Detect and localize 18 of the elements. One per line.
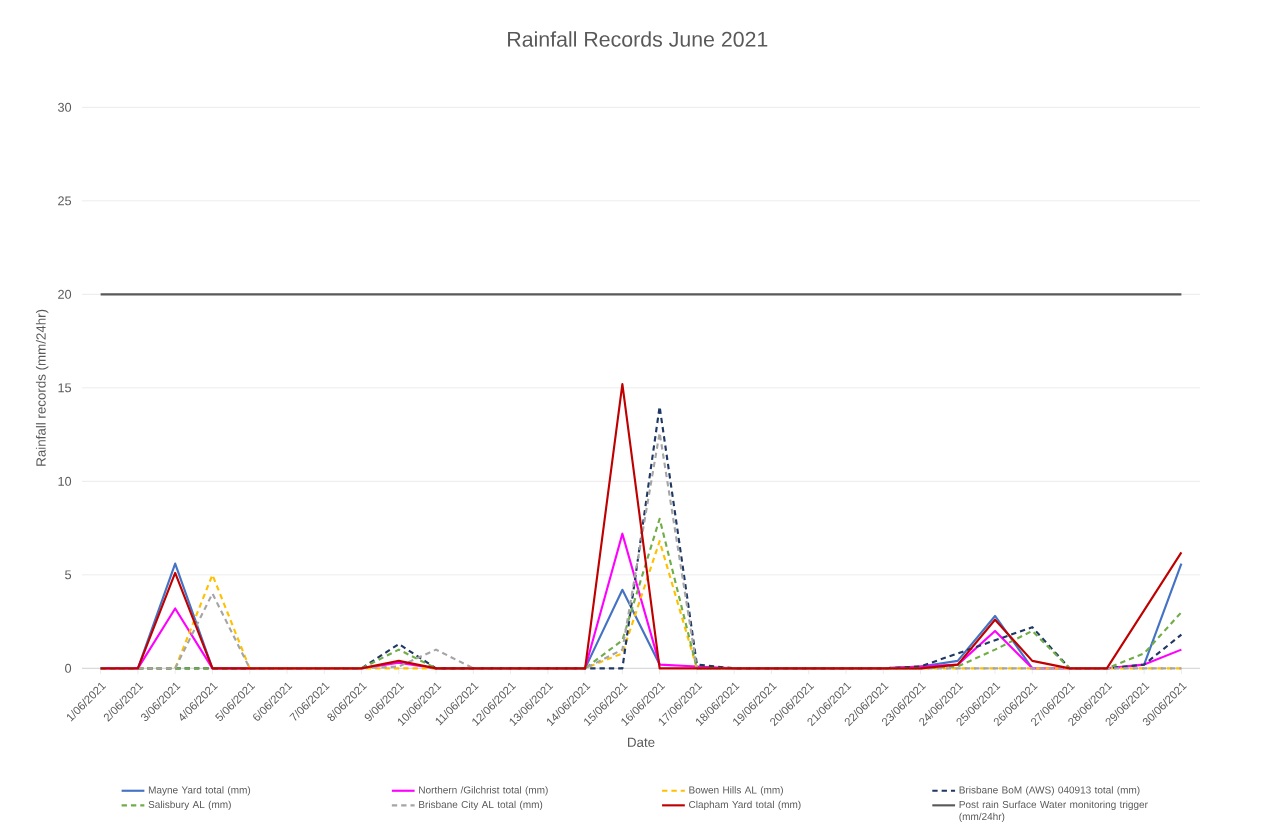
- y-tick-label: 10: [58, 476, 72, 486]
- y-tick-label: 0: [65, 663, 72, 673]
- legend-label: Northern /Gilchrist total (mm): [419, 786, 548, 796]
- y-tick-label: 25: [58, 196, 72, 206]
- y-tick-label: 20: [58, 289, 72, 299]
- legend-label: Brisbane City AL total (mm): [419, 800, 543, 811]
- y-tick-label: 5: [65, 570, 72, 580]
- legend-label: Salisbury AL (mm): [148, 800, 231, 811]
- legend-label: Brisbane BoM (AWS) 040913 total (mm): [959, 786, 1140, 796]
- legend-label: Bowen Hills AL (mm): [689, 786, 783, 796]
- y-tick-label: 30: [57, 102, 72, 112]
- legend-label: Clapham Yard total (mm): [689, 800, 801, 811]
- legend-label: Mayne Yard total (mm): [148, 786, 251, 796]
- y-tick-label: 15: [58, 383, 72, 393]
- legend-label: Post rain Surface Water monitoring trigger (mm/24hr): [959, 800, 1148, 823]
- y-axis-title: Rainfall records (mm/24hr): [35, 309, 49, 466]
- chart-title: Rainfall Records June 2021: [508, 31, 768, 47]
- x-axis-title: Date: [628, 737, 655, 747]
